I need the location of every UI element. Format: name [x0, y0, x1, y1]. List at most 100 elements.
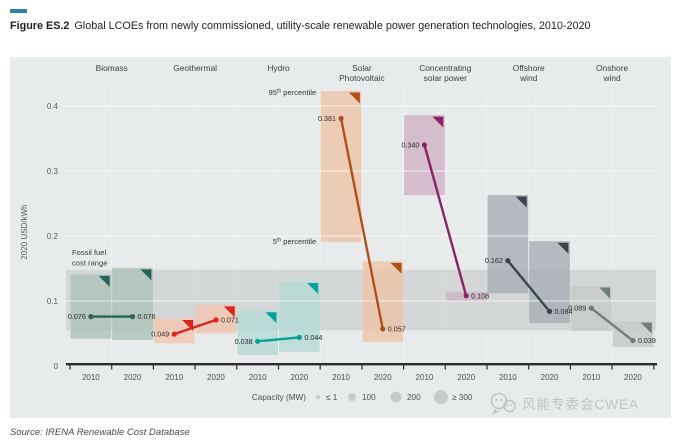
- solar-photovoltaic-trend-line: [339, 118, 384, 330]
- concentrating-solar-power-2010-band-corner-triangle-icon: [432, 116, 444, 128]
- offshore-wind-2020-band-corner-triangle-icon: [557, 242, 569, 254]
- onshore-wind-2020-band-corner-triangle-icon: [640, 322, 652, 334]
- hydro-2020-x-label: 2020: [290, 373, 308, 382]
- figure-label: Figure ES.2: [10, 20, 70, 32]
- biomass-2020-point: [129, 314, 136, 320]
- category-header-hydro: Hydro: [267, 63, 290, 73]
- hydro-2020-value-label: 0.044: [304, 333, 322, 342]
- source-note: Source: IRENA Renewable Cost Database: [10, 427, 190, 438]
- solar-photovoltaic-2020-band-corner-triangle-icon: [390, 262, 402, 274]
- offshore-wind-2010-band-corner-triangle-icon: [515, 196, 527, 208]
- biomass-2020-x-label: 2020: [124, 373, 142, 382]
- capacity-legend-circle-icon: [390, 391, 402, 403]
- biomass-2010-value-label: 0.076: [68, 312, 86, 321]
- solar-photovoltaic-2010-value-label: 0.381: [318, 114, 336, 123]
- percentile-95-label: 95th percentile: [269, 88, 317, 97]
- x-axis: [66, 363, 657, 366]
- y-tick-label: 0: [54, 362, 59, 371]
- category-header-solar-photovoltaic: Photovoltaic: [339, 73, 385, 83]
- category-header-onshore-wind: Onshore: [596, 63, 628, 73]
- onshore-wind-2020-value-label: 0.039: [638, 336, 656, 345]
- geothermal-2020-point: [213, 317, 219, 323]
- fossil-fuel-range-label: Fossil fuel: [72, 248, 106, 257]
- percentile-5-label: 5th percentile: [273, 237, 316, 246]
- onshore-wind-2010-value-label: 0.089: [568, 304, 586, 313]
- biomass-2010-percentile-band: [70, 274, 112, 339]
- concentrating-solar-power-2020-value-label: 0.108: [471, 291, 489, 300]
- y-tick-label: 0.2: [47, 232, 59, 241]
- category-header-geothermal: Geothermal: [173, 63, 217, 73]
- geothermal-2020-x-label: 2020: [207, 373, 225, 382]
- category-header-onshore-wind: wind: [602, 73, 621, 83]
- capacity-legend-label: ≤ 1: [326, 393, 338, 402]
- hydro-2010-value-label: 0.038: [235, 337, 253, 346]
- solar-photovoltaic-2010-band-corner-triangle-icon: [348, 92, 360, 104]
- watermark-text: 风能专委会CWEA: [522, 397, 639, 412]
- category-header-offshore-wind: wind: [519, 73, 538, 83]
- biomass-2020-band-corner-triangle-icon: [140, 269, 152, 281]
- watermark: 风能专委会CWEA: [488, 390, 673, 416]
- concentrating-solar-power-2020-point: [463, 293, 469, 299]
- hydro-2020-percentile-band: [279, 281, 320, 352]
- capacity-legend-label: ≥ 300: [452, 393, 473, 402]
- category-header-biomass: Biomass: [96, 63, 128, 73]
- offshore-wind-2010-x-label: 2010: [499, 373, 517, 382]
- onshore-wind-2010-x-label: 2010: [582, 373, 600, 382]
- category-header-concentrating-solar-power: Concentrating: [419, 63, 471, 73]
- offshore-wind-trend-line: [506, 259, 551, 313]
- y-tick-label: 0.4: [47, 102, 59, 111]
- figure-title: Figure ES.2 Global LCOEs from newly commi…: [10, 20, 675, 32]
- solar-photovoltaic-2020-value-label: 0.057: [388, 324, 406, 333]
- biomass-2020-value-label: 0.076: [138, 312, 156, 321]
- solar-photovoltaic-2020-point: [380, 326, 386, 332]
- hydro-2010-point: [255, 338, 261, 344]
- biomass-2020-percentile-band: [112, 267, 153, 340]
- geothermal-2010-point: [171, 331, 177, 337]
- onshore-wind-2010-point: [588, 305, 594, 311]
- hydro-2010-band-corner-triangle-icon: [265, 312, 277, 324]
- hydro-2020-point: [296, 334, 302, 340]
- geothermal-2010-value-label: 0.049: [151, 330, 169, 339]
- biomass-2010-x-label: 2010: [82, 373, 100, 382]
- category-header-offshore-wind: Offshore: [513, 63, 545, 73]
- solar-photovoltaic-2010-point: [338, 115, 344, 121]
- offshore-wind-2020-value-label: 0.084: [555, 307, 573, 316]
- solar-photovoltaic-2020-x-label: 2020: [374, 373, 392, 382]
- y-tick-label: 0.3: [47, 167, 59, 176]
- capacity-legend-circle-icon: [348, 393, 356, 401]
- concentrating-solar-power-2020-x-label: 2020: [457, 373, 475, 382]
- fossil-fuel-range-label: cost range: [72, 259, 107, 268]
- y-tick-label: 0.1: [47, 297, 59, 306]
- capacity-legend-circle-icon: [316, 395, 320, 399]
- onshore-wind-2020-x-label: 2020: [624, 373, 642, 382]
- concentrating-solar-power-2010-point: [421, 142, 428, 148]
- wechat-icon: [490, 392, 516, 415]
- geothermal-2020-band-corner-triangle-icon: [223, 306, 235, 318]
- offshore-wind-2020-x-label: 2020: [541, 373, 559, 382]
- hydro-2010-percentile-band: [237, 310, 278, 355]
- capacity-legend-title: Capacity (MW): [252, 393, 306, 402]
- onshore-wind-2010-band-corner-triangle-icon: [599, 287, 611, 299]
- offshore-wind-2020-point: [546, 308, 553, 314]
- hydro-2020-band-corner-triangle-icon: [307, 283, 319, 294]
- offshore-wind-2010-point: [505, 258, 511, 264]
- concentrating-solar-power-trend-line: [423, 144, 468, 297]
- onshore-wind-2020-point: [630, 338, 636, 344]
- capacity-legend-label: 100: [362, 393, 376, 402]
- geothermal-2020-value-label: 0.071: [221, 315, 239, 324]
- geothermal-trend-line: [173, 318, 217, 336]
- concentrating-solar-power-2010-percentile-band: [404, 115, 445, 196]
- figure-caption: Global LCOEs from newly commissioned, ut…: [74, 20, 591, 32]
- biomass-2010-point: [88, 314, 94, 320]
- y-axis-title: 2020 USD/kWh: [20, 204, 29, 259]
- category-header-solar-photovoltaic: Solar: [352, 63, 372, 73]
- capacity-legend-circle-icon: [434, 390, 448, 404]
- hydro-2010-x-label: 2010: [249, 373, 267, 382]
- solar-photovoltaic-2010-x-label: 2010: [332, 373, 350, 382]
- capacity-legend-label: 200: [407, 393, 421, 402]
- biomass-2010-band-corner-triangle-icon: [98, 275, 110, 287]
- category-header-concentrating-solar-power: solar power: [424, 73, 468, 83]
- concentrating-solar-power-2010-value-label: 0.340: [401, 141, 419, 150]
